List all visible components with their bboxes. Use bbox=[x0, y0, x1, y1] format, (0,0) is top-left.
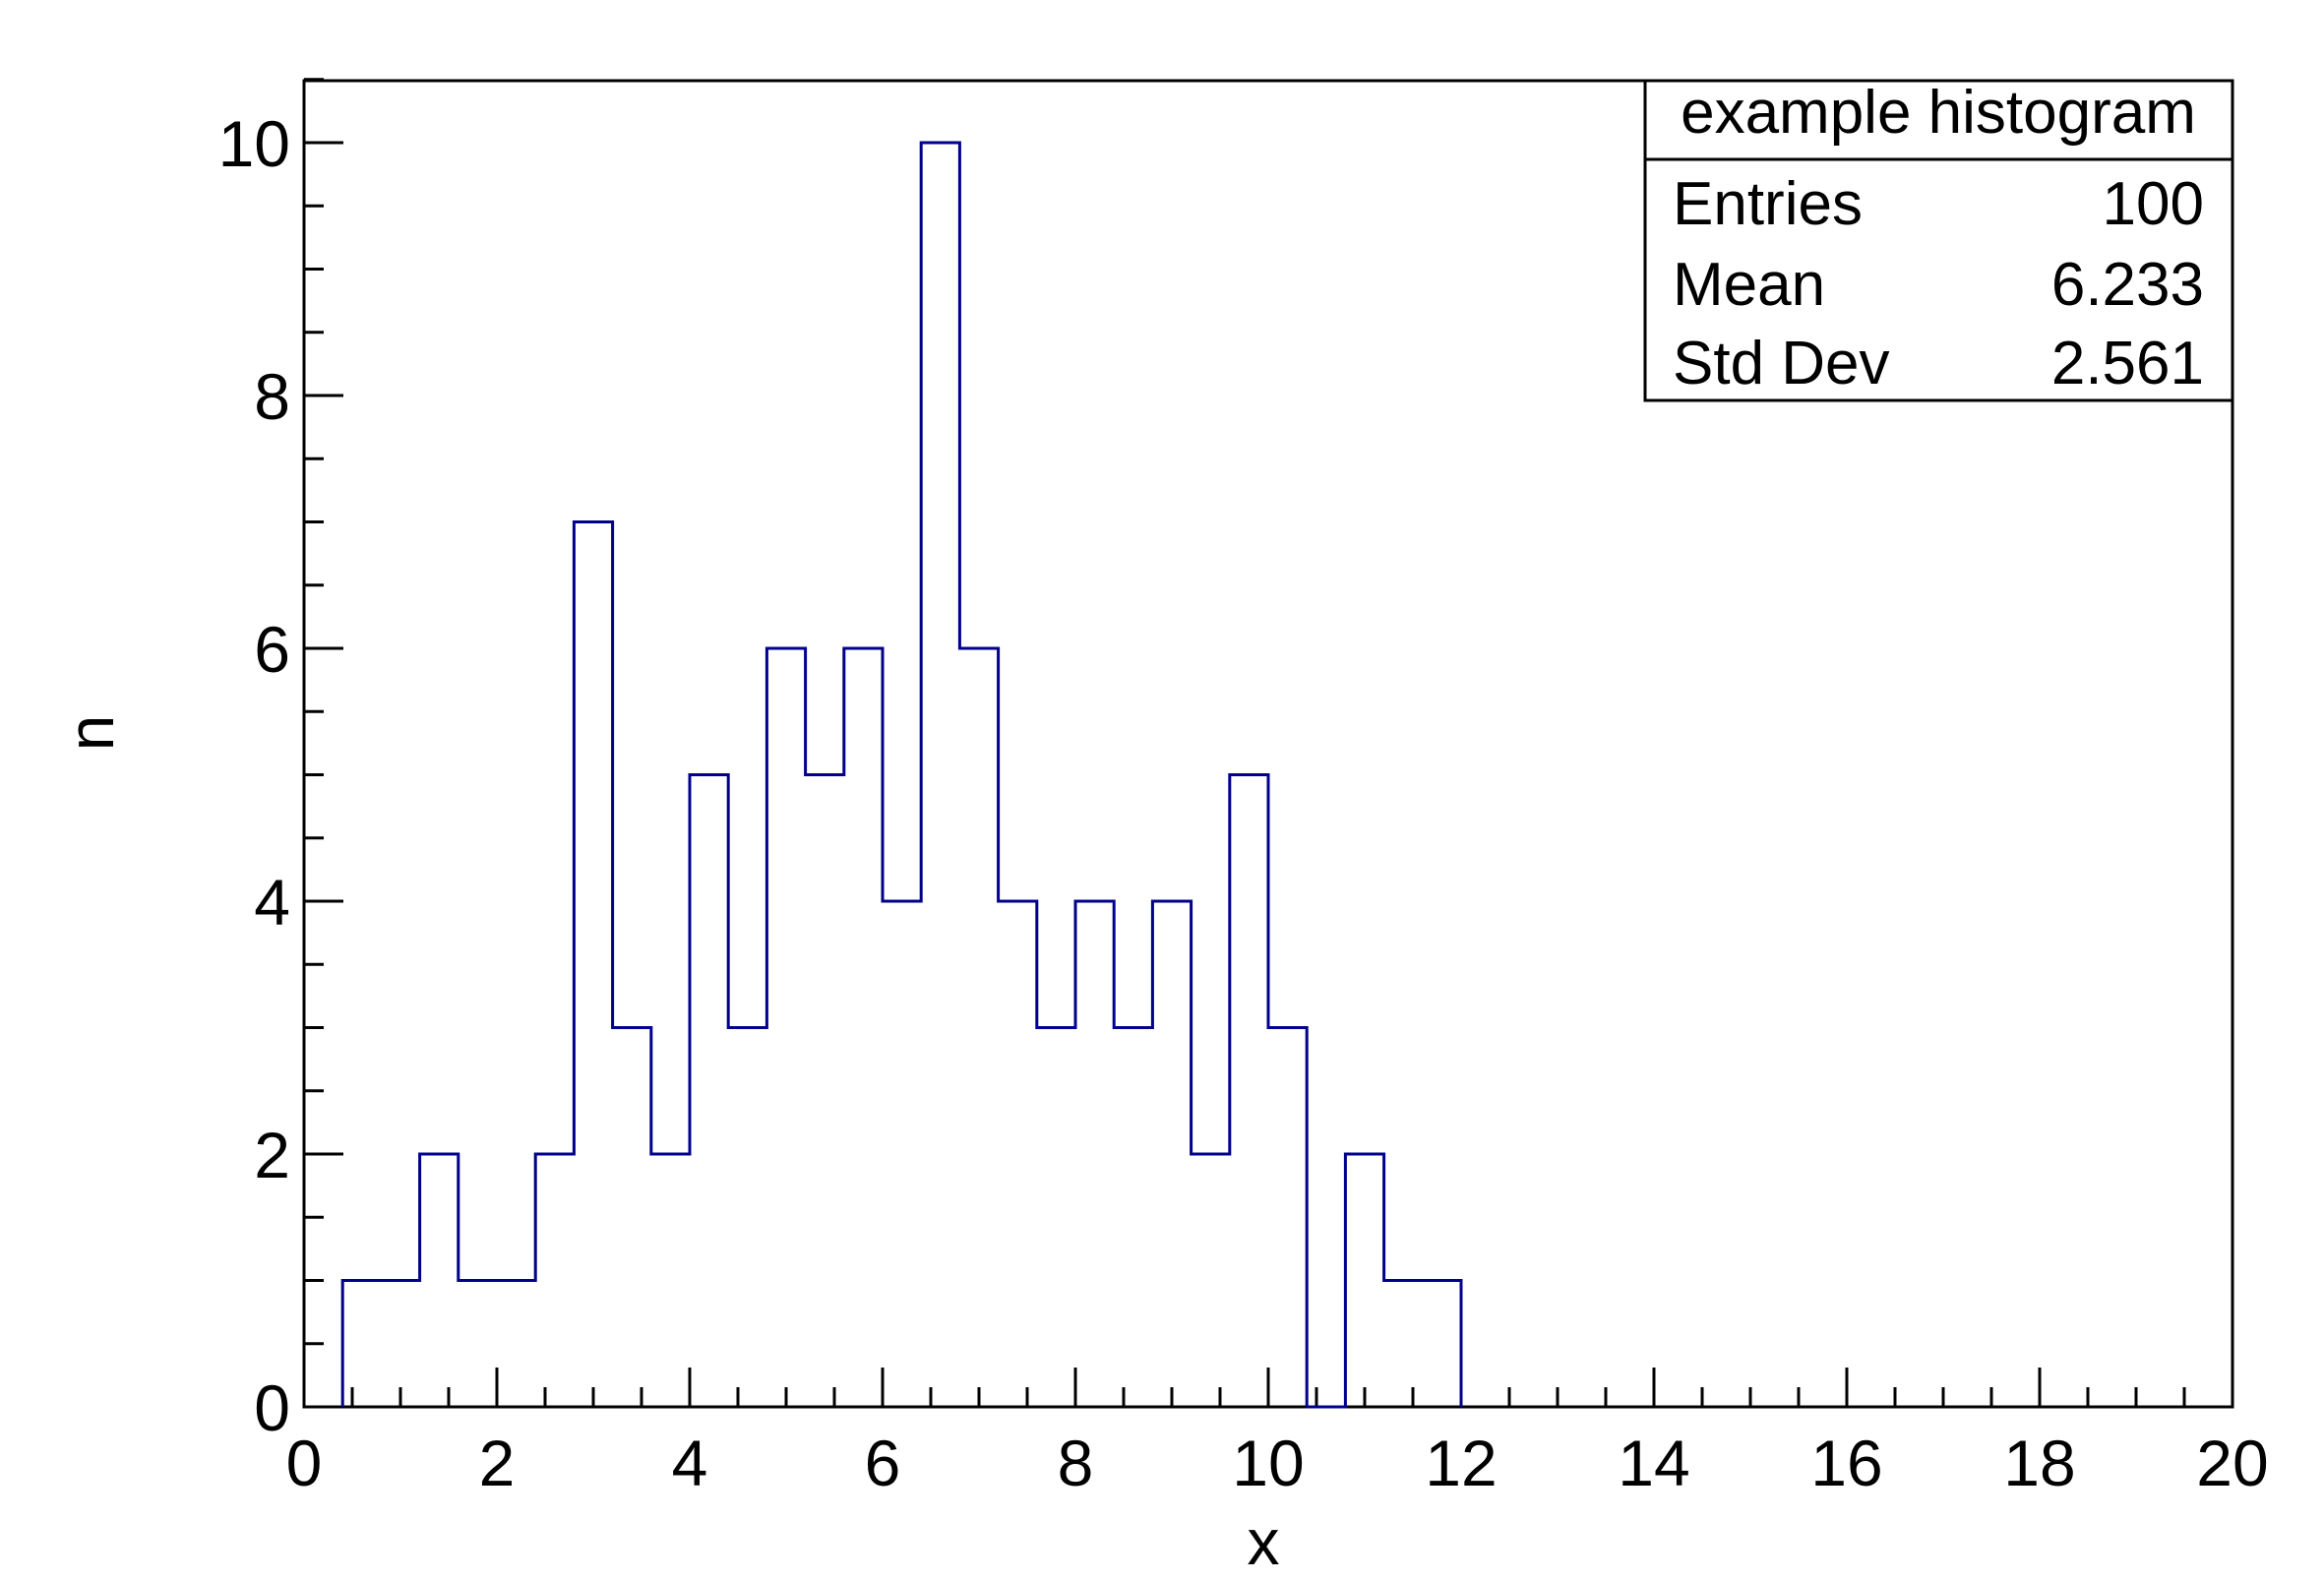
x-axis-ticks bbox=[302, 1368, 2234, 1407]
histogram-step-line bbox=[340, 141, 1463, 1409]
y-tick-label: 8 bbox=[254, 360, 290, 433]
stats-mean-label: Mean bbox=[1673, 251, 1825, 319]
stats-stddev-value: 2.561 bbox=[2051, 330, 2204, 397]
x-tick-label: 20 bbox=[2196, 1427, 2268, 1499]
x-axis-title: x bbox=[1248, 1505, 1280, 1578]
stats-stddev-label: Std Dev bbox=[1673, 330, 1890, 397]
x-tick-label: 2 bbox=[479, 1427, 516, 1499]
y-axis-ticks bbox=[304, 78, 343, 1409]
stats-entries-label: Entries bbox=[1673, 170, 1863, 238]
y-tick-label: 2 bbox=[254, 1119, 290, 1191]
x-tick-label: 4 bbox=[672, 1427, 708, 1499]
stats-box: example histogram Entries 100 Mean 6.233… bbox=[1643, 79, 2234, 402]
stats-mean-value: 6.233 bbox=[2051, 251, 2204, 319]
y-tick-label: 0 bbox=[254, 1371, 290, 1444]
x-tick-label: 8 bbox=[1058, 1427, 1094, 1499]
y-axis-tick-labels: 0 2 4 6 8 10 bbox=[218, 107, 290, 1444]
stats-box-title: example histogram bbox=[1681, 79, 2196, 147]
x-tick-label: 14 bbox=[1618, 1427, 1689, 1499]
x-tick-label: 12 bbox=[1425, 1427, 1497, 1499]
x-tick-label: 18 bbox=[2003, 1427, 2075, 1499]
y-tick-label: 4 bbox=[254, 866, 290, 939]
y-axis-title: n bbox=[54, 715, 127, 752]
x-tick-label: 0 bbox=[286, 1427, 323, 1499]
y-tick-label: 6 bbox=[254, 613, 290, 686]
x-tick-label: 10 bbox=[1232, 1427, 1304, 1499]
stats-box-frame bbox=[1643, 79, 2234, 402]
y-tick-label: 10 bbox=[218, 107, 290, 180]
x-tick-label: 16 bbox=[1810, 1427, 1882, 1499]
x-axis-tick-labels: 0 2 4 6 8 10 12 14 16 18 20 bbox=[286, 1427, 2269, 1499]
x-tick-label: 6 bbox=[865, 1427, 901, 1499]
stats-entries-value: 100 bbox=[2103, 170, 2204, 238]
